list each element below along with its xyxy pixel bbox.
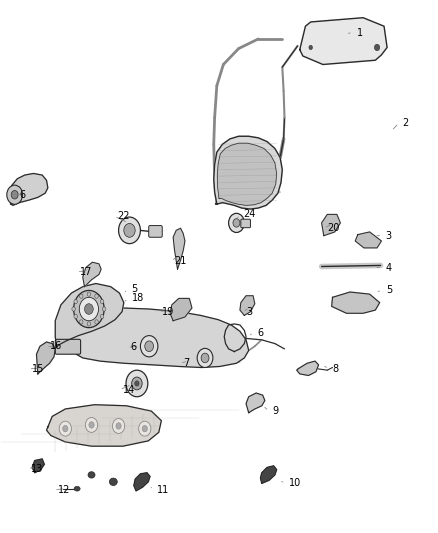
Circle shape xyxy=(100,314,104,319)
Circle shape xyxy=(135,381,139,386)
Circle shape xyxy=(145,341,153,352)
Circle shape xyxy=(80,320,83,324)
Circle shape xyxy=(102,307,106,311)
Circle shape xyxy=(374,44,380,51)
Circle shape xyxy=(85,304,93,314)
Circle shape xyxy=(126,370,148,397)
Text: 6: 6 xyxy=(19,190,25,200)
Text: 6: 6 xyxy=(131,342,137,352)
Circle shape xyxy=(95,320,98,324)
Circle shape xyxy=(113,418,125,433)
Polygon shape xyxy=(300,18,387,64)
Polygon shape xyxy=(261,466,277,483)
Circle shape xyxy=(89,422,94,428)
Polygon shape xyxy=(240,296,255,316)
Circle shape xyxy=(201,353,209,363)
Polygon shape xyxy=(297,361,318,375)
Ellipse shape xyxy=(110,478,117,486)
Text: 5: 5 xyxy=(131,284,137,294)
Circle shape xyxy=(119,217,141,244)
Text: 13: 13 xyxy=(31,464,43,473)
Polygon shape xyxy=(173,228,185,269)
Circle shape xyxy=(229,213,244,232)
Text: 24: 24 xyxy=(243,209,255,220)
Text: 16: 16 xyxy=(49,341,62,351)
Polygon shape xyxy=(332,292,380,313)
Circle shape xyxy=(309,45,312,50)
Polygon shape xyxy=(170,298,192,321)
Polygon shape xyxy=(217,143,277,205)
Polygon shape xyxy=(55,284,124,348)
Polygon shape xyxy=(36,342,55,374)
Text: 3: 3 xyxy=(246,306,252,317)
Text: 2: 2 xyxy=(403,118,409,128)
Text: 1: 1 xyxy=(357,28,363,38)
Text: 22: 22 xyxy=(118,211,130,221)
Circle shape xyxy=(74,314,78,319)
Text: 3: 3 xyxy=(386,231,392,241)
Text: 8: 8 xyxy=(332,364,339,374)
Circle shape xyxy=(197,349,213,368)
Circle shape xyxy=(79,297,99,321)
Polygon shape xyxy=(11,173,48,205)
Circle shape xyxy=(116,423,121,429)
Circle shape xyxy=(63,425,68,432)
Polygon shape xyxy=(321,214,340,236)
Ellipse shape xyxy=(74,486,80,491)
FancyBboxPatch shape xyxy=(241,219,251,228)
Polygon shape xyxy=(83,262,101,287)
Circle shape xyxy=(132,377,142,390)
Circle shape xyxy=(141,336,158,357)
Circle shape xyxy=(80,294,83,298)
Text: 7: 7 xyxy=(183,358,190,368)
Circle shape xyxy=(95,294,98,298)
Ellipse shape xyxy=(88,472,95,478)
Polygon shape xyxy=(46,405,161,446)
Polygon shape xyxy=(355,232,381,248)
Circle shape xyxy=(74,290,104,328)
Text: 11: 11 xyxy=(157,485,169,495)
Text: 15: 15 xyxy=(32,364,45,374)
Text: 19: 19 xyxy=(162,306,174,317)
Text: 4: 4 xyxy=(386,263,392,272)
Circle shape xyxy=(74,300,78,304)
Circle shape xyxy=(11,190,18,199)
Text: 14: 14 xyxy=(123,385,135,395)
Circle shape xyxy=(72,307,75,311)
Text: 20: 20 xyxy=(327,223,339,233)
Circle shape xyxy=(142,425,148,432)
Polygon shape xyxy=(32,459,44,473)
Circle shape xyxy=(87,322,91,326)
Text: 21: 21 xyxy=(174,256,187,266)
Text: 17: 17 xyxy=(80,267,92,277)
Text: 10: 10 xyxy=(289,479,301,488)
Text: 5: 5 xyxy=(386,286,392,295)
Polygon shape xyxy=(68,308,249,368)
FancyBboxPatch shape xyxy=(55,340,81,354)
Circle shape xyxy=(59,421,71,436)
Circle shape xyxy=(233,219,240,227)
Circle shape xyxy=(100,300,104,304)
Circle shape xyxy=(139,421,151,436)
Text: 18: 18 xyxy=(132,293,144,303)
FancyBboxPatch shape xyxy=(149,225,162,237)
Polygon shape xyxy=(246,393,265,413)
Text: 9: 9 xyxy=(272,406,279,416)
Circle shape xyxy=(124,223,135,237)
Circle shape xyxy=(7,185,22,204)
Polygon shape xyxy=(134,473,150,491)
Circle shape xyxy=(87,292,91,296)
Text: 12: 12 xyxy=(57,485,70,495)
Text: 6: 6 xyxy=(258,328,264,338)
Circle shape xyxy=(85,417,98,432)
Polygon shape xyxy=(214,136,283,209)
